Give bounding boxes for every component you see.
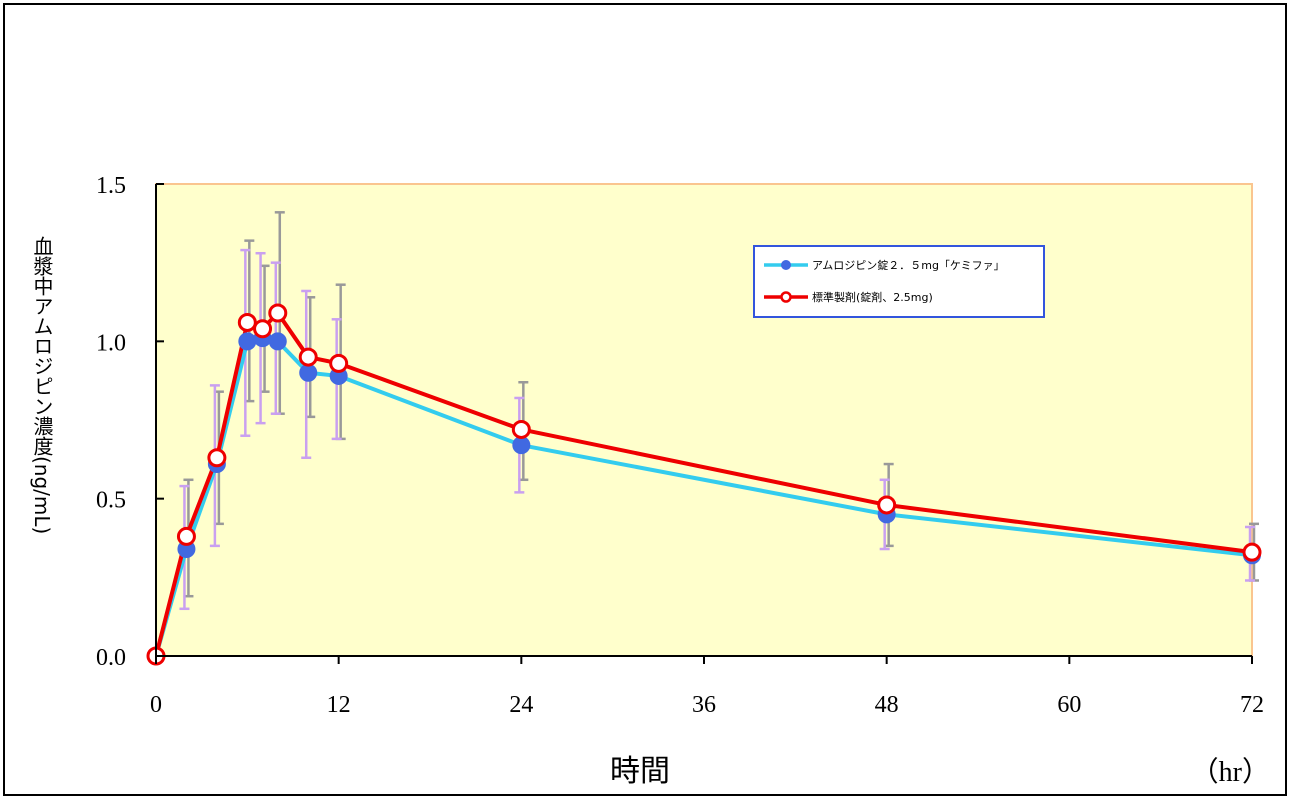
data-point [268, 303, 288, 323]
x-tick-label: 0 [150, 692, 162, 718]
data-point [237, 312, 257, 332]
y-axis-label: 血漿中アムロジピン濃度(ng/mL) [30, 236, 54, 535]
x-tick-label: 60 [1057, 692, 1081, 718]
y-tick-label: 0.5 [96, 488, 126, 514]
data-point [253, 319, 273, 339]
data-point [512, 436, 531, 455]
y-tick-label: 0.0 [96, 645, 126, 671]
x-tick-label: 24 [509, 692, 533, 718]
data-point [1242, 542, 1262, 562]
plot-area [155, 183, 1253, 657]
x-axis-unit: （hr） [1191, 756, 1270, 788]
x-tick-label: 36 [692, 692, 716, 718]
data-point [238, 332, 257, 351]
x-tick-label: 12 [327, 692, 351, 718]
x-axis-label: 時間 [610, 754, 670, 789]
data-point [511, 419, 531, 439]
y-tick-label: 1.0 [96, 330, 126, 356]
series-markers [146, 303, 1262, 666]
data-point [877, 495, 897, 515]
data-point [329, 353, 349, 373]
legend: アムロジピン錠２．５mg「ケミファ」標準製剤(錠剤、2.5mg) [753, 245, 1045, 318]
legend-swatch-marker [781, 260, 791, 270]
legend-swatch-marker [780, 291, 792, 303]
axis-ticks: 0 12 24 36 48 60 72 0.0 0.5 1.0 1.5 [96, 173, 1264, 718]
x-tick-label: 72 [1240, 692, 1264, 718]
data-point [176, 526, 196, 546]
x-tick-label: 48 [875, 692, 899, 718]
y-tick-label: 1.5 [96, 173, 126, 199]
data-point [298, 347, 318, 367]
legend-label: 標準製剤(錠剤、2.5mg) [812, 290, 933, 304]
legend-box [753, 245, 1045, 318]
legend-label: アムロジピン錠２．５mg「ケミファ」 [812, 258, 1005, 272]
data-point [268, 332, 287, 351]
data-point [299, 363, 318, 382]
data-point [207, 448, 227, 468]
